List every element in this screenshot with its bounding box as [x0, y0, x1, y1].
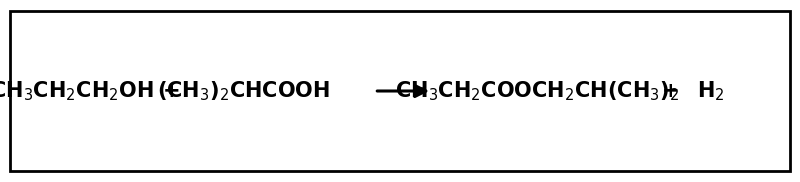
Text: CH$_3$CH$_2$CH$_2$OH: CH$_3$CH$_2$CH$_2$OH [0, 79, 154, 103]
Text: +: + [662, 81, 679, 101]
Text: CH$_3$CH$_2$COOCH$_2$CH(CH$_3$)$_2$: CH$_3$CH$_2$COOCH$_2$CH(CH$_3$)$_2$ [395, 79, 680, 103]
Text: +: + [163, 81, 181, 101]
Bar [10, 11, 790, 171]
Text: H$_2$: H$_2$ [697, 79, 724, 103]
Text: (CH$_3$)$_2$CHCOOH: (CH$_3$)$_2$CHCOOH [158, 79, 330, 103]
